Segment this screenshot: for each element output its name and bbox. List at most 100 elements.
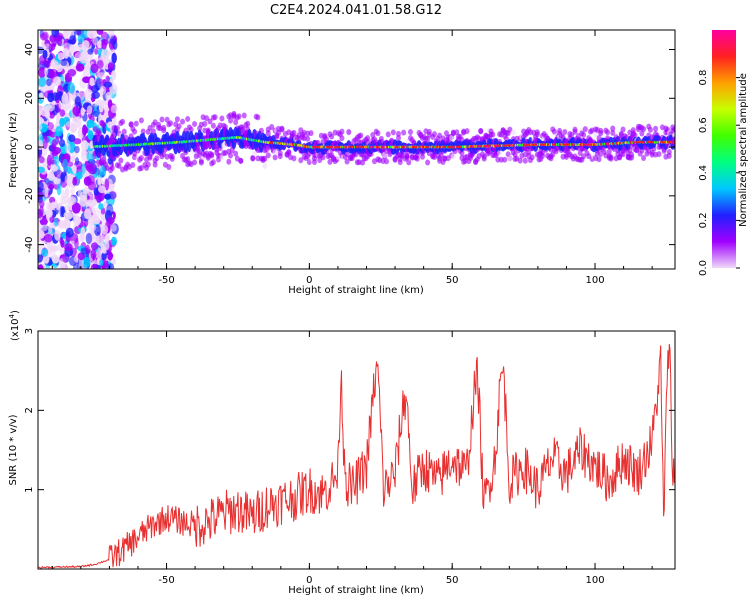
heatmap-cell xyxy=(87,181,96,191)
heatmap-cell xyxy=(105,91,113,101)
heatmap-cell xyxy=(118,157,124,164)
heatmap-cell xyxy=(522,157,528,164)
colorbar-label: Normalized spectral amplitude xyxy=(738,73,749,227)
snr-x-axis-label: Height of straight line (km) xyxy=(288,585,424,596)
heatmap-cell xyxy=(608,155,614,162)
heatmap-cell xyxy=(383,158,389,165)
heatmap-cell xyxy=(38,77,47,88)
heatmap-cell xyxy=(86,105,93,115)
heatmap-x-tick-label: 50 xyxy=(446,275,459,286)
heatmap-cell xyxy=(111,52,117,64)
heatmap-cell xyxy=(86,119,95,128)
heatmap-cell xyxy=(74,30,83,36)
heatmap-cell xyxy=(672,140,675,144)
heatmap-cell xyxy=(58,139,66,147)
heatmap-cell xyxy=(252,150,258,157)
heatmap-cell xyxy=(632,132,638,139)
heatmap-cell xyxy=(449,135,455,142)
heatmap-cell xyxy=(209,152,215,159)
heatmap-cell xyxy=(62,42,72,51)
heatmap-cell xyxy=(344,158,350,165)
heatmap-cell xyxy=(198,159,204,166)
heatmap-cell xyxy=(61,93,69,105)
heatmap-cell xyxy=(39,32,48,41)
heatmap-cell xyxy=(44,110,51,119)
heatmap-cell xyxy=(228,117,234,124)
heatmap-cell xyxy=(60,239,65,248)
heatmap-cell xyxy=(147,124,153,131)
heatmap-cell xyxy=(192,121,198,128)
heatmap-cell xyxy=(265,130,271,137)
heatmap-cell xyxy=(98,203,104,210)
heatmap-cell xyxy=(51,254,60,264)
heatmap-cell xyxy=(38,156,45,164)
heatmap-cell xyxy=(228,152,234,159)
heatmap-cell xyxy=(74,237,79,250)
snr-x-tick-label: 100 xyxy=(585,575,604,586)
heatmap-cell xyxy=(74,145,80,154)
heatmap-cell xyxy=(50,245,59,252)
heatmap-cell xyxy=(87,130,94,141)
heatmap-cell xyxy=(550,151,556,158)
heatmap-cell xyxy=(159,116,165,123)
heatmap-cell xyxy=(56,183,62,196)
heatmap-y-tick-label: -20 xyxy=(24,188,35,204)
heatmap-cell xyxy=(48,69,55,79)
heatmap-cell xyxy=(346,129,352,136)
heatmap-cell xyxy=(629,154,635,161)
heatmap-cell xyxy=(132,150,138,157)
heatmap-cell xyxy=(75,63,85,72)
heatmap-cell xyxy=(66,166,72,174)
heatmap-cell xyxy=(596,156,602,163)
colorbar-ticks: 0.0 0.2 0.4 0.6 0.8 xyxy=(698,70,740,276)
heatmap-cell xyxy=(92,37,99,46)
colorbar: 0.0 0.2 0.4 0.6 0.8 Normalized spectral ampl… xyxy=(698,30,749,276)
heatmap-cell xyxy=(72,164,77,175)
heatmap-cell xyxy=(534,131,540,138)
heatmap-cell xyxy=(65,142,71,154)
heatmap-cell xyxy=(97,151,103,158)
heatmap-cell xyxy=(75,116,82,127)
heatmap-cell xyxy=(620,126,626,133)
heatmap-cell xyxy=(502,156,508,163)
heatmap-cell xyxy=(52,76,62,87)
heatmap-cell xyxy=(581,131,587,138)
heatmap-cell xyxy=(161,127,167,134)
heatmap-cell xyxy=(233,150,239,157)
heatmap-cell xyxy=(69,187,75,196)
heatmap-cell xyxy=(404,152,410,159)
heatmap-cell xyxy=(83,208,92,220)
heatmap-cell xyxy=(154,155,160,162)
heatmap-cell xyxy=(272,149,278,156)
heatmap-cell xyxy=(64,187,70,198)
colorbar-tick-label: 0.2 xyxy=(698,212,709,228)
heatmap-cell xyxy=(641,126,647,133)
heatmap-cell xyxy=(344,151,350,158)
heatmap-cell xyxy=(180,118,186,125)
heatmap-cell xyxy=(210,122,216,129)
heatmap-cell xyxy=(365,135,371,142)
heatmap-cell xyxy=(38,180,44,193)
heatmap-cell xyxy=(56,32,64,40)
heatmap-cell xyxy=(241,112,247,119)
heatmap-cell xyxy=(262,162,268,169)
heatmap-cell xyxy=(38,92,44,100)
heatmap-cell xyxy=(656,151,662,158)
heatmap-cell xyxy=(82,124,87,136)
heatmap-cell xyxy=(47,122,54,130)
snr-y-ticks: 1 2 3 xyxy=(24,328,675,493)
heatmap-cell xyxy=(406,159,412,166)
heatmap-cell xyxy=(59,117,65,128)
heatmap-cell xyxy=(50,60,59,69)
heatmap-cell xyxy=(44,67,49,76)
heatmap-cell xyxy=(90,63,99,74)
chart-title: C2E4.2024.041.01.58.G12 xyxy=(270,3,442,18)
heatmap-cell xyxy=(168,120,174,127)
heatmap-cell xyxy=(38,254,43,263)
heatmap-cell xyxy=(140,128,146,135)
heatmap-cell xyxy=(401,129,407,136)
snr-x-tick-label: -50 xyxy=(158,575,174,586)
heatmap-cell xyxy=(98,102,104,113)
heatmap-cell xyxy=(74,51,84,62)
heatmap-cell xyxy=(86,199,92,207)
